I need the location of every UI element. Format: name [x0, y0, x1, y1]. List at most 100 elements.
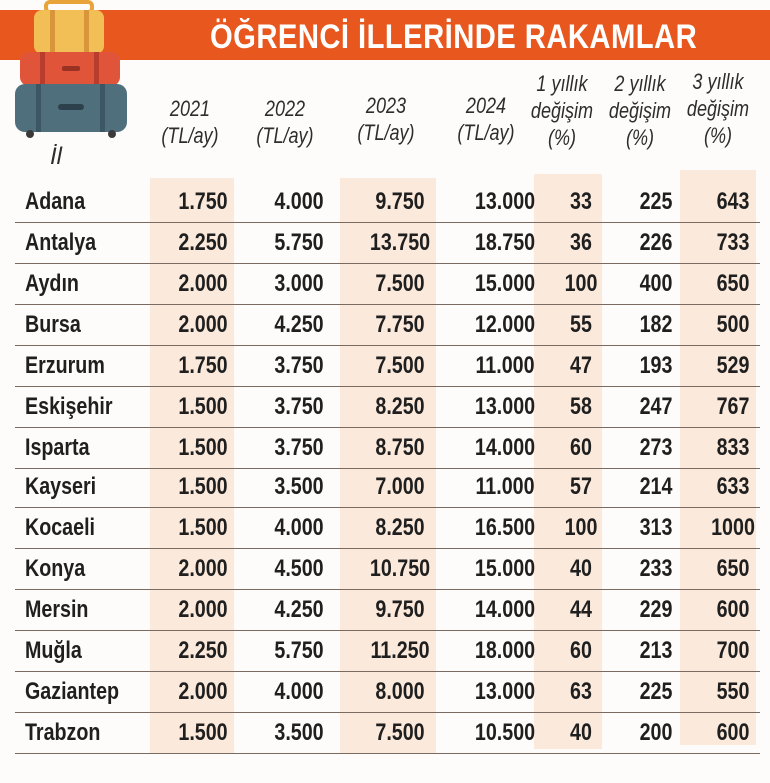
header-1yr-line1: 1 yıllık — [536, 71, 588, 96]
cell-val-2022: 4.000 — [274, 678, 324, 705]
header-1yr-line2: değişim — [530, 98, 594, 123]
table-row: Adana 1.750 4.000 9.750 13.000 33 225 643 — [15, 182, 760, 223]
cell-val-2023: 11.250 — [370, 637, 430, 664]
cell-val-2022: 4.250 — [274, 311, 324, 338]
cell-change-2yr: 182 — [639, 311, 673, 338]
cell-change-3yr: 700 — [716, 637, 750, 664]
cell-val-2021: 2.000 — [178, 311, 228, 338]
cell-val-2024: 13.000 — [474, 188, 536, 215]
header-2022: 2022 (TL/ay) — [248, 95, 322, 149]
cell-change-3yr: 833 — [716, 434, 750, 461]
cell-change-1yr: 100 — [564, 514, 598, 541]
cell-val-2021: 2.000 — [178, 555, 228, 582]
cell-change-2yr: 213 — [639, 637, 673, 664]
cell-val-2024: 11.000 — [475, 352, 535, 379]
cell-val-2024: 13.000 — [474, 678, 536, 705]
cell-val-2021: 2.000 — [178, 678, 228, 705]
cell-val-2022: 5.750 — [274, 637, 324, 664]
cell-val-2023: 8.000 — [375, 678, 425, 705]
table-row: Mersin 2.000 4.250 9.750 14.000 44 229 600 — [15, 590, 760, 631]
cell-val-2023: 8.250 — [375, 514, 425, 541]
table-row: Gaziantep 2.000 4.000 8.000 13.000 63 225 550 — [15, 672, 760, 713]
row-divider — [15, 304, 760, 305]
cell-val-2024: 18.750 — [474, 229, 536, 256]
row-divider — [15, 386, 760, 387]
cell-val-2021: 1.500 — [178, 719, 228, 746]
row-divider — [15, 507, 760, 508]
cell-val-2021: 2.250 — [178, 637, 228, 664]
cell-change-1yr: 44 — [570, 596, 592, 623]
cell-val-2022: 5.750 — [274, 229, 324, 256]
cell-city: Antalya — [25, 229, 97, 256]
table-row: Bursa 2.000 4.250 7.750 12.000 55 182 500 — [15, 305, 760, 346]
cell-city: Isparta — [25, 434, 90, 461]
cell-change-1yr: 55 — [570, 311, 592, 338]
highlight-col-2023 — [340, 178, 436, 753]
cell-val-2023: 7.750 — [375, 311, 425, 338]
cell-val-2021: 1.500 — [178, 434, 228, 461]
cell-val-2024: 14.000 — [474, 596, 536, 623]
header-2yr-line3: (%) — [625, 125, 655, 150]
cell-change-3yr: 550 — [716, 678, 750, 705]
cell-city: Trabzon — [25, 719, 101, 746]
row-divider — [15, 589, 760, 590]
cell-city: Konya — [25, 555, 86, 582]
header-2yr-line2: değişim — [608, 98, 672, 123]
header-2021-unit: (TL/ay) — [161, 123, 219, 148]
highlight-col-3yr — [680, 170, 756, 745]
table-row: Isparta 1.500 3.750 8.750 14.000 60 273 833 — [15, 428, 760, 469]
table-row: Trabzon 1.500 3.500 7.500 10.500 40 200 600 — [15, 713, 760, 754]
row-divider — [15, 753, 760, 754]
header-il: İl — [50, 143, 62, 170]
header-2023-unit: (TL/ay) — [357, 120, 415, 145]
cell-change-3yr: 633 — [716, 473, 750, 500]
cell-val-2023: 13.750 — [369, 229, 431, 256]
cell-val-2021: 2.000 — [178, 270, 228, 297]
cell-val-2023: 9.750 — [375, 596, 425, 623]
cell-change-1yr: 58 — [570, 393, 592, 420]
cell-val-2024: 14.000 — [474, 434, 536, 461]
row-divider — [15, 671, 760, 672]
cell-val-2022: 4.000 — [274, 188, 324, 215]
header-2022-unit: (TL/ay) — [256, 123, 314, 148]
table-row: Antalya 2.250 5.750 13.750 18.750 36 226 733 — [15, 223, 760, 264]
title-banner — [0, 10, 770, 60]
cell-change-1yr: 40 — [570, 719, 592, 746]
row-divider — [15, 427, 760, 428]
cell-val-2021: 2.250 — [178, 229, 228, 256]
cell-change-3yr: 600 — [716, 596, 750, 623]
cell-change-2yr: 400 — [639, 270, 673, 297]
cell-change-2yr: 193 — [639, 352, 673, 379]
cell-change-3yr: 650 — [716, 555, 750, 582]
cell-change-2yr: 273 — [639, 434, 673, 461]
cell-city: Mersin — [25, 596, 89, 623]
cell-change-2yr: 214 — [639, 473, 673, 500]
header-1yr-change: 1 yıllık değişim (%) — [529, 70, 595, 151]
cell-val-2024: 10.500 — [474, 719, 536, 746]
cell-change-2yr: 225 — [639, 678, 673, 705]
row-divider — [15, 222, 760, 223]
cell-val-2021: 1.500 — [178, 514, 228, 541]
cell-change-1yr: 100 — [564, 270, 598, 297]
header-1yr-line3: (%) — [547, 125, 577, 150]
highlight-col-2021 — [150, 178, 234, 753]
cell-val-2023: 7.500 — [375, 270, 425, 297]
cell-val-2022: 3.000 — [274, 270, 324, 297]
cell-val-2022: 3.750 — [274, 393, 324, 420]
header-2024-year: 2024 — [465, 93, 507, 118]
cell-val-2023: 8.750 — [375, 434, 425, 461]
cell-city: Muğla — [25, 637, 82, 664]
header-2023: 2023 (TL/ay) — [347, 92, 426, 146]
header-3yr-line3: (%) — [703, 123, 733, 148]
cell-change-3yr: 600 — [716, 719, 750, 746]
page-title: ÖĞRENCİ İLLERİNDE RAKAMLAR — [210, 18, 698, 56]
cell-change-3yr: 529 — [716, 352, 750, 379]
cell-change-3yr: 643 — [716, 188, 750, 215]
cell-val-2024: 11.000 — [475, 473, 535, 500]
cell-change-1yr: 47 — [570, 352, 592, 379]
cell-val-2023: 7.500 — [375, 719, 425, 746]
cell-val-2022: 4.500 — [274, 555, 324, 582]
header-2021-year: 2021 — [169, 96, 211, 121]
cell-change-1yr: 33 — [570, 188, 592, 215]
header-2yr-line1: 2 yıllık — [614, 71, 666, 96]
